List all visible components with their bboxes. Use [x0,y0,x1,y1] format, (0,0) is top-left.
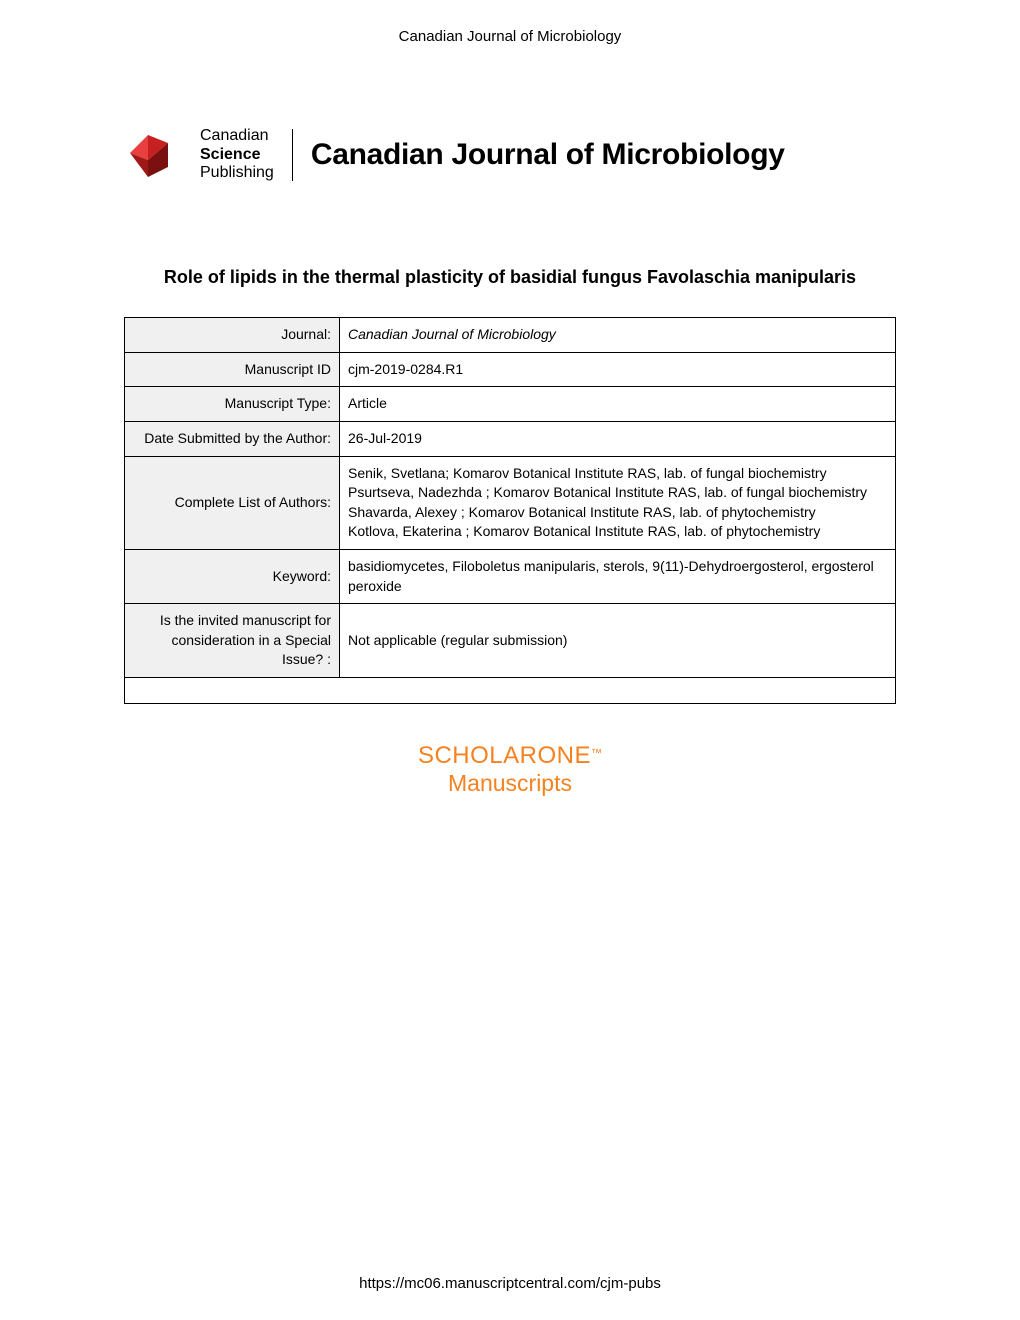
table-row: Manuscript IDcjm-2019-0284.R1 [125,352,896,387]
scholarone-name: SCHOLARONE [418,742,591,769]
table-row: Keyword:basidiomycetes, Filoboletus mani… [125,550,896,604]
table-value: basidiomycetes, Filoboletus manipularis,… [340,550,896,604]
table-value: 26-Jul-2019 [340,422,896,457]
manuscript-meta-table: Journal:Canadian Journal of Microbiology… [124,317,896,704]
table-label: Journal: [125,318,340,353]
page-header: Canadian Journal of Microbiology [0,0,1020,45]
table-value: Not applicable (regular submission) [340,604,896,678]
journal-title-large: Canadian Journal of Microbiology [311,138,785,172]
scholarone-branding: SCHOLARONE™ Manuscripts [0,742,1020,796]
table-label: Complete List of Authors: [125,456,340,549]
table-row: Date Submitted by the Author:26-Jul-2019 [125,422,896,457]
publisher-name-line3: Publishing [200,164,274,182]
table-spacer-row [125,678,896,704]
scholarone-subtitle: Manuscripts [0,770,1020,796]
table-label: Manuscript Type: [125,387,340,422]
table-label: Keyword: [125,550,340,604]
publisher-name-line1: Canadian [200,127,274,145]
table-row: Is the invited manuscript for considerat… [125,604,896,678]
table-value: Canadian Journal of Microbiology [340,318,896,353]
table-label: Manuscript ID [125,352,340,387]
publisher-logo-block: Canadian Science Publishing [120,125,274,185]
publisher-logo-text: Canadian Science Publishing [200,127,274,182]
publisher-logo-icon [120,125,190,185]
logo-divider [292,129,293,181]
table-value: Senik, Svetlana; Komarov Botanical Insti… [340,456,896,549]
article-title: Role of lipids in the thermal plasticity… [0,265,1020,289]
footer-url: https://mc06.manuscriptcentral.com/cjm-p… [359,1275,661,1292]
table-value: cjm-2019-0284.R1 [340,352,896,387]
table-label: Date Submitted by the Author: [125,422,340,457]
header-journal-name: Canadian Journal of Microbiology [399,28,622,45]
table-value: Article [340,387,896,422]
table-spacer-cell [125,678,896,704]
publisher-name-line2: Science [200,146,274,164]
scholarone-tm: ™ [591,748,602,760]
page-footer: https://mc06.manuscriptcentral.com/cjm-p… [0,1275,1020,1292]
table-label: Is the invited manuscript for considerat… [125,604,340,678]
meta-table-body: Journal:Canadian Journal of Microbiology… [125,318,896,704]
table-row: Complete List of Authors:Senik, Svetlana… [125,456,896,549]
table-row: Manuscript Type:Article [125,387,896,422]
table-row: Journal:Canadian Journal of Microbiology [125,318,896,353]
logo-section: Canadian Science Publishing Canadian Jou… [120,125,1020,185]
